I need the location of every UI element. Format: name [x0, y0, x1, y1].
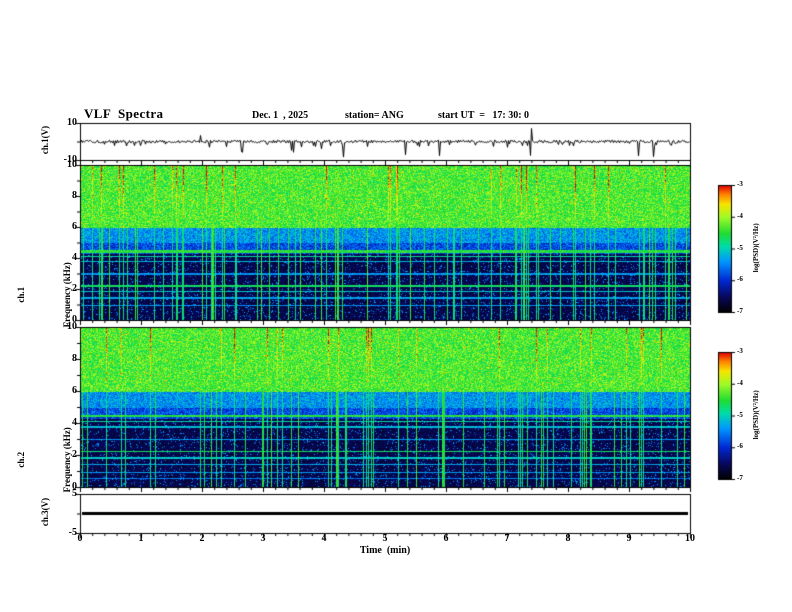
ch1-wave-y-tick-label: 10 — [67, 117, 77, 128]
x-tick-label: 1 — [138, 533, 144, 544]
x-tick-label: 4 — [321, 533, 327, 544]
colorbar1-tick-label: -4 — [737, 211, 743, 220]
colorbar1-tick-label: -7 — [737, 307, 743, 315]
ch1-channel-label: ch.1 — [16, 286, 27, 303]
x-tick-label: 10 — [685, 533, 695, 544]
x-tick-label: 5 — [382, 533, 388, 544]
x-tick-label: 7 — [504, 533, 510, 544]
ch1-spec-y-tick-label: 0 — [72, 314, 77, 325]
ch2-spec-y-tick-label: 8 — [72, 353, 77, 364]
colorbar1-label: log(PSD)(V²/Hz) — [752, 223, 761, 273]
ch2-spec-y-tick-label: 4 — [72, 417, 77, 428]
station-label: station= ANG — [345, 110, 404, 121]
x-tick-label: 6 — [443, 533, 449, 544]
page-title: VLF Spectra — [84, 106, 164, 121]
x-tick-label: 8 — [565, 533, 571, 544]
ch3-wave-y-tick-label: 5 — [72, 488, 77, 499]
ch2-spec-y-tick-label: 10 — [67, 321, 77, 332]
x-tick-label: 2 — [199, 533, 205, 544]
colorbar2-label: log(PSD)(V²/Hz) — [752, 390, 761, 440]
ch3-wave-y-tick-label: -5 — [68, 527, 77, 538]
colorbar1-tick-label: -5 — [737, 243, 743, 252]
ch1-spec-y-tick-label: 6 — [72, 221, 77, 232]
colorbar2-tick-label: -3 — [737, 347, 743, 355]
x-axis-label: Time (min) — [359, 545, 411, 556]
ch1-spec-y-tick-label: 10 — [67, 159, 77, 170]
colorbar2-tick-label: -5 — [737, 410, 743, 419]
colorbar2-tick-label: -6 — [737, 442, 743, 451]
colorbar2-tick-label: -4 — [737, 378, 743, 387]
ch1-spec-y-tick-label: 2 — [72, 283, 77, 294]
ch1-frequency-unit-label: Frequency (kHz) — [62, 262, 73, 328]
start-ut-label: start UT = 17: 30: 0 — [438, 110, 530, 121]
ch3-voltage-axis-label: ch.3(V) — [40, 497, 51, 527]
colorbar1-tick-label: -6 — [737, 275, 743, 284]
x-tick-label: 3 — [260, 533, 266, 544]
colorbar2-tick-label: -7 — [737, 474, 743, 482]
ch1-voltage-axis-label: ch.1(V) — [40, 125, 51, 155]
date-label: Dec. 1 , 2025 — [252, 110, 309, 121]
ch1-frequency-axis-label: ch.1 Frequency (kHz) — [0, 215, 109, 375]
ch2-channel-label: ch.2 — [16, 451, 27, 468]
ch2-spec-y-tick-label: 0 — [72, 481, 77, 492]
x-tick-label: 9 — [626, 533, 632, 544]
ch2-spec-y-tick-label: 6 — [72, 385, 77, 396]
ch2-spec-y-tick-label: 2 — [72, 449, 77, 460]
x-tick-label: 0 — [77, 533, 83, 544]
colorbar1-tick-label: -3 — [737, 180, 743, 188]
ch1-spec-y-tick-label: 8 — [72, 190, 77, 201]
ch1-spec-y-tick-label: 4 — [72, 252, 77, 263]
ch1-wave-y-tick-label: -10 — [63, 154, 77, 165]
